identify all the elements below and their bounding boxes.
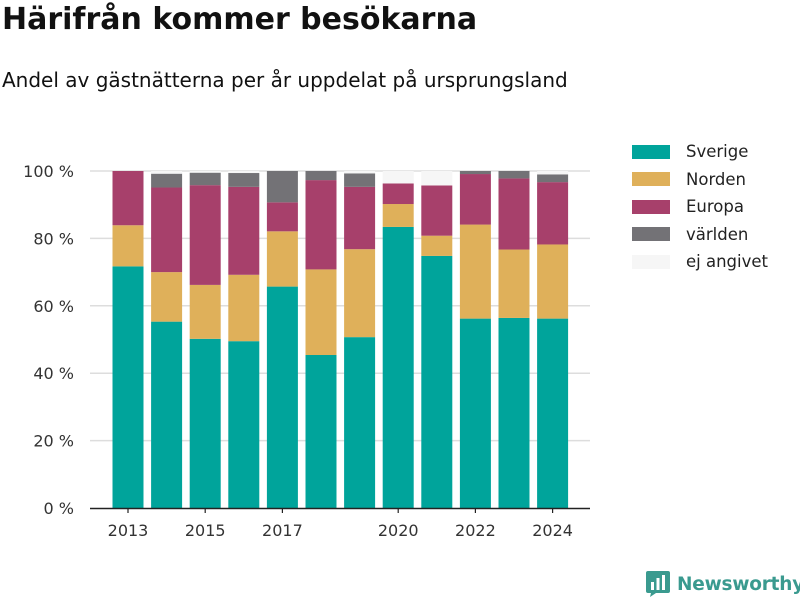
bar-segment <box>498 178 530 250</box>
bar-segment <box>498 171 530 179</box>
newsworthy-logo: Newsworthy <box>645 570 800 598</box>
bar-segment <box>537 318 569 508</box>
bar-segment <box>112 266 144 508</box>
bar-segment <box>305 171 337 181</box>
legend-swatch <box>632 144 670 159</box>
legend-swatch <box>632 199 670 214</box>
bar-segment <box>112 225 144 267</box>
bar-segment <box>537 171 569 175</box>
bar-segment <box>266 231 298 287</box>
y-tick-label: 60 % <box>33 297 74 316</box>
legend-swatch <box>632 227 670 242</box>
bar-segment <box>151 321 183 508</box>
bar-segment <box>228 171 260 174</box>
legend: Sverige Norden Europa världen ej angivet <box>632 138 768 276</box>
bar-segment <box>421 171 453 186</box>
logo-text: Newsworthy <box>677 573 800 595</box>
bar-segment <box>305 355 337 508</box>
bar-segment <box>459 171 491 175</box>
bar-segment <box>537 244 569 319</box>
chart-title: Härifrån kommer besökarna <box>2 2 478 37</box>
legend-item: ej angivet <box>632 248 768 276</box>
legend-item: Norden <box>632 166 768 194</box>
bar-segment <box>459 318 491 508</box>
legend-label: ej angivet <box>686 252 768 272</box>
legend-label: världen <box>686 224 749 244</box>
bar-segment <box>498 317 530 508</box>
bar-segment <box>151 272 183 322</box>
bar-segment <box>344 173 376 187</box>
x-tick-label: 2017 <box>262 521 303 540</box>
x-tick-label: 2024 <box>532 521 573 540</box>
legend-item: världen <box>632 221 768 249</box>
bar-segment <box>344 337 376 508</box>
x-tick-label: 2020 <box>378 521 419 540</box>
bar-segment <box>189 171 221 173</box>
axes: 0 % 20 % 40 % 60 % 80 % 100 % 2013 2015 2017 2020… <box>23 162 590 540</box>
y-tick-label: 20 % <box>33 432 74 451</box>
bar-segment <box>421 185 453 236</box>
bar-segment <box>151 171 183 174</box>
y-tick-label: 40 % <box>33 364 74 383</box>
legend-item: Sverige <box>632 138 768 166</box>
bar-segment <box>459 224 491 319</box>
legend-label: Europa <box>686 197 744 217</box>
bar-segment <box>266 202 298 232</box>
bar-segment <box>382 226 414 508</box>
bar-segment <box>459 174 491 225</box>
bar-segment <box>228 274 260 342</box>
x-tick-label: 2015 <box>185 521 226 540</box>
bar-segment <box>112 171 144 226</box>
bar-segment <box>151 173 183 188</box>
bar-segment <box>421 235 453 256</box>
legend-swatch <box>632 254 670 269</box>
legend-label: Sverige <box>686 142 749 162</box>
bar-segment <box>266 171 298 203</box>
bar-segment <box>151 187 183 273</box>
y-tick-label: 80 % <box>33 229 74 248</box>
bar-segment <box>382 171 414 184</box>
y-tick-label: 0 % <box>44 499 74 518</box>
x-tick-label: 2022 <box>455 521 496 540</box>
bar-segment <box>498 249 530 318</box>
bar-segment <box>189 172 221 186</box>
legend-swatch <box>632 172 670 187</box>
bar-segment <box>305 180 337 270</box>
bar-segment <box>382 183 414 205</box>
bar-chart-speech-bubble-icon <box>646 571 670 597</box>
bar-segment <box>344 186 376 250</box>
bar-segment <box>537 182 569 245</box>
bar-segment <box>382 204 414 227</box>
bar-segment <box>189 284 221 339</box>
bar-segment <box>266 286 298 508</box>
chart-subtitle: Andel av gästnätterna per år uppdelat på… <box>2 68 568 92</box>
bar-segment <box>228 341 260 508</box>
legend-item: Europa <box>632 193 768 221</box>
bar-segment <box>537 174 569 183</box>
legend-label: Norden <box>686 169 747 189</box>
bar-segment <box>421 255 453 508</box>
bar-segment <box>344 249 376 338</box>
bar-segment <box>228 186 260 275</box>
bar-segment <box>305 269 337 356</box>
bar-segment <box>228 173 260 187</box>
bars <box>112 171 569 508</box>
x-tick-label: 2013 <box>108 521 149 540</box>
bar-segment <box>189 185 221 285</box>
bar-segment <box>189 338 221 508</box>
y-tick-label: 100 % <box>23 162 74 181</box>
bar-segment <box>344 171 376 174</box>
